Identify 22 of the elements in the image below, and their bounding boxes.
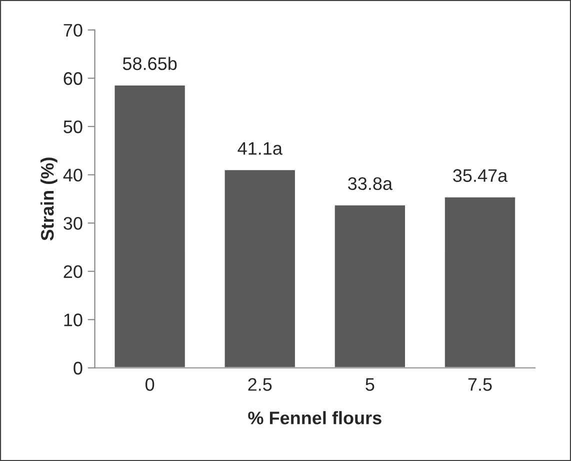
y-tick-label: 60 xyxy=(64,72,82,85)
x-tick-label: 0 xyxy=(146,378,154,391)
x-tick-label: 7.5 xyxy=(468,378,492,391)
y-tick-label: 10 xyxy=(64,314,82,326)
y-tick-label: 40 xyxy=(63,168,82,182)
y-tick-label: 50 xyxy=(64,120,82,134)
x-axis-title: % Fennel flours xyxy=(248,411,382,424)
y-axis-title: Strain (%) xyxy=(40,158,58,241)
data-label: 58.65b xyxy=(122,56,177,70)
data-label: 35.47a xyxy=(453,169,508,182)
y-tick-label: 70 xyxy=(64,24,82,37)
bar xyxy=(333,204,406,368)
x-tick-label: 5 xyxy=(366,378,374,391)
bar xyxy=(113,84,186,368)
data-label: 33.8a xyxy=(348,177,393,190)
x-tick-label: 2.5 xyxy=(248,378,272,391)
bar xyxy=(223,168,296,368)
y-tick-label: 20 xyxy=(64,265,82,278)
y-tick-label: 0 xyxy=(74,362,82,375)
data-label: 41.1a xyxy=(238,142,282,155)
y-tick-label: 30 xyxy=(64,216,82,230)
bar xyxy=(444,196,516,368)
